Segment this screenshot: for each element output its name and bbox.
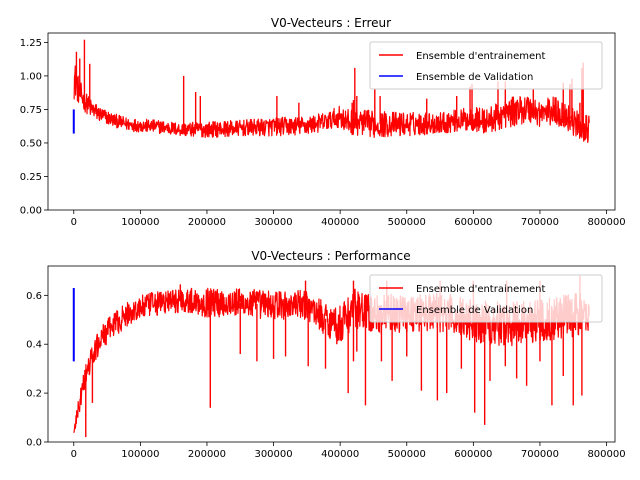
error-x-tick-label: 600000 [454,217,492,228]
performance-x-tick-label: 600000 [454,449,492,460]
error-train-line [73,65,590,143]
performance-legend: Ensemble d'entrainement Ensemble de Vali… [369,274,603,323]
error-x-axis: 0 100000 200000 300000 400000 500000 600000 700… [71,210,626,228]
performance-x-tick-label: 300000 [254,449,292,460]
error-legend: Ensemble d'entrainement Ensemble de Vali… [369,41,603,90]
error-x-tick-label: 800000 [587,217,625,228]
error-x-tick-label: 0 [71,217,77,228]
performance-plot-frame [47,265,616,443]
performance-x-tick-label: 100000 [121,449,159,460]
performance-y-tick-label: 0.6 [26,291,42,302]
performance-y-tick-label: 0.0 [26,438,42,449]
error-y-tick-label: 0.75 [20,105,42,116]
error-x-tick-label: 300000 [254,217,292,228]
performance-x-axis: 0 100000 200000 300000 400000 500000 600000 700… [71,442,626,460]
error-legend-box [369,41,603,90]
performance-legend-valid-label: Ensemble de Validation [416,305,533,316]
performance-x-tick-label: 400000 [321,449,359,460]
error-x-tick-label: 700000 [521,217,559,228]
error-chart-title: V0-Vecteurs : Erreur [271,16,391,30]
performance-y-tick-label: 0.4 [26,340,42,351]
performance-chart: V0-Vecteurs : Performance 0 100000 200000 3… [26,249,626,460]
error-plot-frame [47,32,616,211]
error-chart: V0-Vecteurs : Erreur 0 100000 200000 300000… [20,16,626,228]
performance-y-axis: 0.0 0.2 0.4 0.6 [26,291,48,449]
performance-x-tick-label: 500000 [388,449,426,460]
performance-y-tick-label: 0.2 [26,389,42,400]
performance-x-tick-label: 0 [71,449,77,460]
error-x-tick-label: 500000 [388,217,426,228]
error-x-tick-label: 200000 [188,217,226,228]
error-legend-train-label: Ensemble d'entrainement [416,51,545,62]
performance-legend-train-label: Ensemble d'entrainement [416,284,545,295]
error-y-tick-label: 0.00 [20,206,42,217]
performance-chart-title: V0-Vecteurs : Performance [251,249,410,263]
error-y-axis: 0.00 0.25 0.50 0.75 1.00 1.25 [20,38,48,217]
error-y-tick-label: 0.25 [20,172,42,183]
error-y-tick-label: 1.00 [20,71,42,82]
performance-x-tick-label: 200000 [188,449,226,460]
error-x-tick-label: 400000 [321,217,359,228]
error-y-tick-label: 0.50 [20,138,42,149]
performance-x-tick-label: 700000 [521,449,559,460]
error-legend-valid-label: Ensemble de Validation [416,72,533,83]
error-plot-area [72,39,590,143]
performance-x-tick-label: 800000 [587,449,625,460]
error-y-tick-label: 1.25 [20,38,42,49]
error-x-tick-label: 100000 [121,217,159,228]
performance-legend-box [369,274,603,323]
